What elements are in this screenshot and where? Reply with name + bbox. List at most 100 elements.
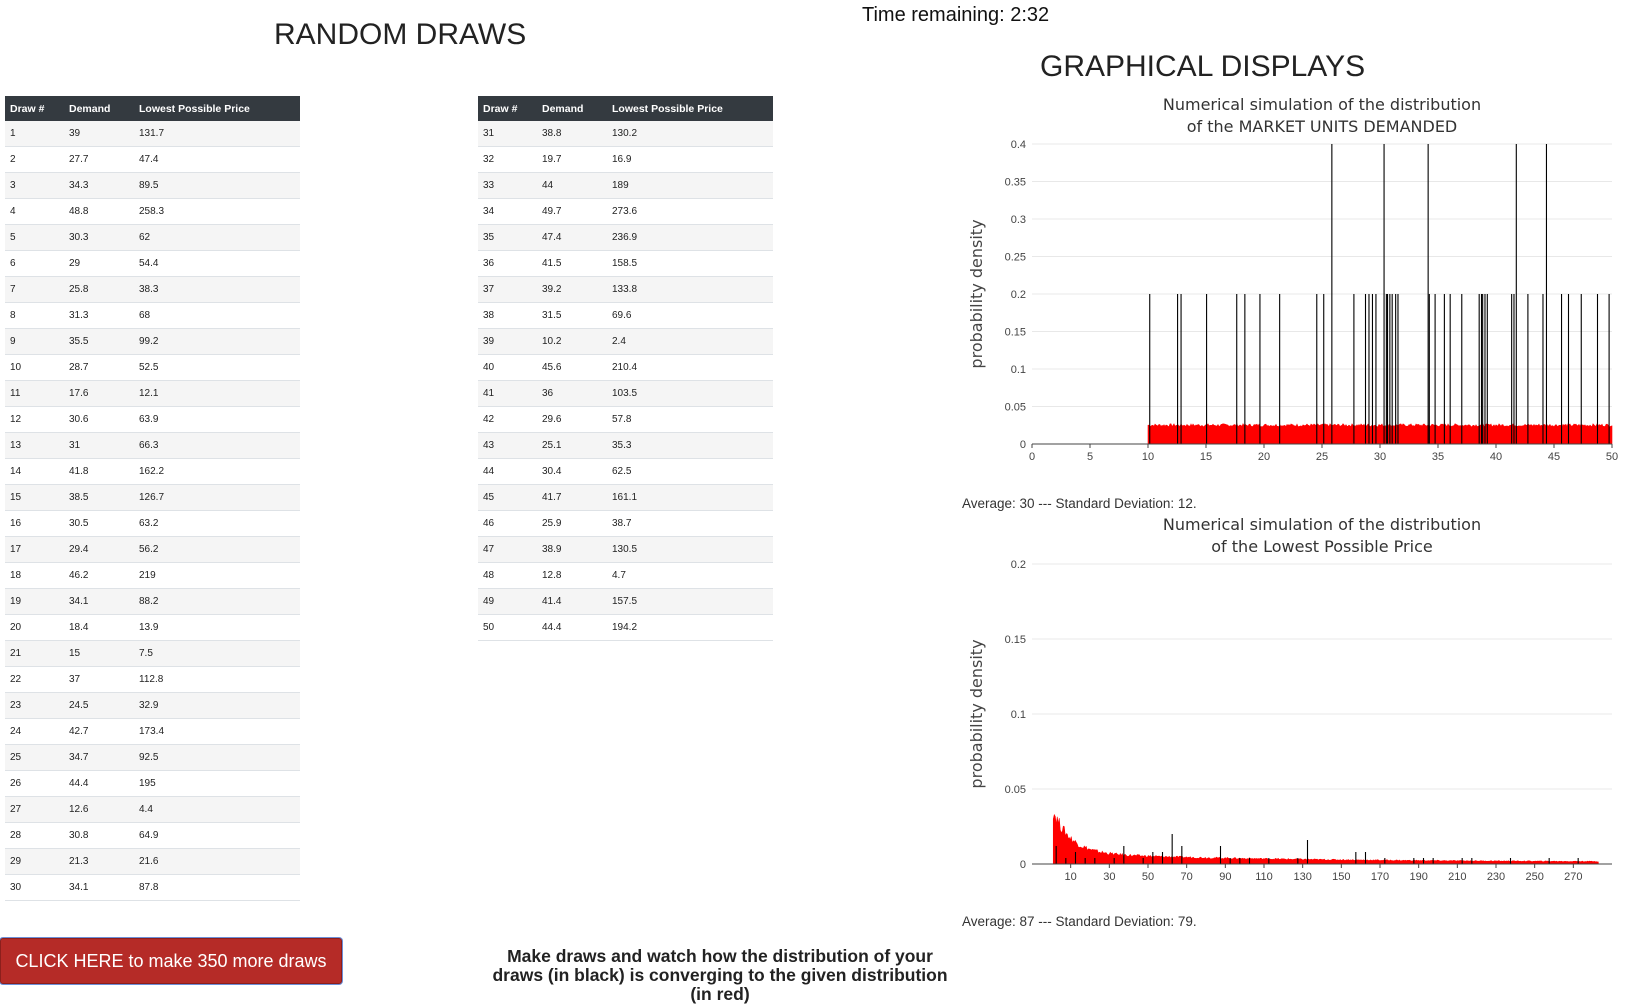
table-row: 42 29.6 57.8 [478,406,773,433]
cell-lowest-price: 12.1 [134,380,300,407]
cell-demand: 27.7 [64,146,134,173]
x-tick-label: 45 [1548,451,1560,463]
theoretical-distribution [1147,423,1613,445]
cell-lowest-price: 219 [134,562,300,589]
cell-lowest-price: 130.5 [607,536,773,563]
cell-draw: 7 [5,276,64,303]
table-row: 21 15 7.5 [5,640,300,667]
cell-draw: 14 [5,458,64,485]
table-row: 37 39.2 133.8 [478,276,773,303]
cell-lowest-price: 4.4 [134,796,300,823]
cell-draw: 5 [5,224,64,251]
table-row: 36 41.5 158.5 [478,250,773,277]
cell-demand: 36 [537,380,607,407]
table-row: 7 25.8 38.3 [5,276,300,303]
table-row: 17 29.4 56.2 [5,536,300,563]
cell-demand: 15 [64,640,134,667]
table-row: 45 41.7 161.1 [478,484,773,511]
random-draws-heading: RANDOM DRAWS [274,18,527,51]
y-tick-label: 0.15 [1005,634,1026,646]
y-axis-label: probability density [967,639,986,788]
cell-demand: 34.7 [64,744,134,771]
table-row: 11 17.6 12.1 [5,380,300,407]
x-tick-label: 150 [1332,871,1350,883]
cell-lowest-price: 88.2 [134,588,300,615]
cell-lowest-price: 64.9 [134,822,300,849]
cell-lowest-price: 236.9 [607,224,773,251]
y-tick-label: 0.05 [1005,784,1026,796]
cell-draw: 36 [478,250,537,277]
header-draw: Draw # [478,96,537,121]
cell-demand: 18.4 [64,614,134,641]
cell-demand: 25.1 [537,432,607,459]
header-demand: Demand [64,96,134,121]
cell-demand: 39 [64,121,134,147]
cell-demand: 12.8 [537,562,607,589]
table-row: 16 30.5 63.2 [5,510,300,537]
cell-demand: 17.6 [64,380,134,407]
cell-draw: 46 [478,510,537,537]
cell-demand: 31 [64,432,134,459]
y-tick-label: 0.1 [1011,709,1026,721]
cell-lowest-price: 32.9 [134,692,300,719]
cell-lowest-price: 258.3 [134,198,300,225]
cell-demand: 47.4 [537,224,607,251]
price-chart: Numerical simulation of the distribution… [960,512,1622,907]
cell-lowest-price: 130.2 [607,121,773,147]
cell-demand: 31.3 [64,302,134,329]
make-more-draws-button[interactable]: CLICK HERE to make 350 more draws [0,938,342,984]
cell-demand: 44.4 [64,770,134,797]
cell-lowest-price: 210.4 [607,354,773,381]
cell-draw: 49 [478,588,537,615]
table-row: 32 19.7 16.9 [478,146,773,173]
cell-lowest-price: 173.4 [134,718,300,745]
cell-lowest-price: 69.6 [607,302,773,329]
cell-demand: 35.5 [64,328,134,355]
table-header-row: Draw # Demand Lowest Possible Price [5,96,300,121]
x-tick-label: 30 [1374,451,1386,463]
table-row: 13 31 66.3 [5,432,300,459]
cell-draw: 39 [478,328,537,355]
cell-demand: 44 [537,172,607,199]
table-row: 5 30.3 62 [5,224,300,251]
theoretical-distribution [1052,813,1599,865]
cell-draw: 21 [5,640,64,667]
cell-draw: 11 [5,380,64,407]
y-tick-label: 0 [1020,439,1026,451]
cell-lowest-price: 35.3 [607,432,773,459]
table-row: 43 25.1 35.3 [478,432,773,459]
demand-chart: Numerical simulation of the distribution… [960,92,1622,487]
table-row: 22 37 112.8 [5,666,300,693]
cell-demand: 30.5 [64,510,134,537]
cell-lowest-price: 13.9 [134,614,300,641]
cell-demand: 30.6 [64,406,134,433]
cell-lowest-price: 62.5 [607,458,773,485]
table-header-row: Draw # Demand Lowest Possible Price [478,96,773,121]
cell-lowest-price: 2.4 [607,328,773,355]
x-tick-label: 50 [1606,451,1618,463]
cell-draw: 32 [478,146,537,173]
cell-lowest-price: 126.7 [134,484,300,511]
table-row: 19 34.1 88.2 [5,588,300,615]
cell-draw: 44 [478,458,537,485]
cell-draw: 15 [5,484,64,511]
cell-lowest-price: 273.6 [607,198,773,225]
table-row: 18 46.2 219 [5,562,300,589]
table-row: 9 35.5 99.2 [5,328,300,355]
cell-draw: 2 [5,146,64,173]
cell-lowest-price: 38.7 [607,510,773,537]
cell-lowest-price: 112.8 [134,666,300,693]
table-row: 38 31.5 69.6 [478,302,773,329]
cell-demand: 38.9 [537,536,607,563]
x-tick-label: 50 [1142,871,1154,883]
cell-draw: 8 [5,302,64,329]
chart-title: Numerical simulation of the distribution [1163,515,1481,534]
cell-draw: 6 [5,250,64,277]
chart-title: Numerical simulation of the distribution [1163,95,1481,114]
x-tick-label: 40 [1490,451,1502,463]
cell-draw: 31 [478,121,537,147]
y-tick-label: 0.1 [1011,364,1026,376]
cell-lowest-price: 194.2 [607,614,773,641]
table-row: 50 44.4 194.2 [478,614,773,641]
table-row: 20 18.4 13.9 [5,614,300,641]
